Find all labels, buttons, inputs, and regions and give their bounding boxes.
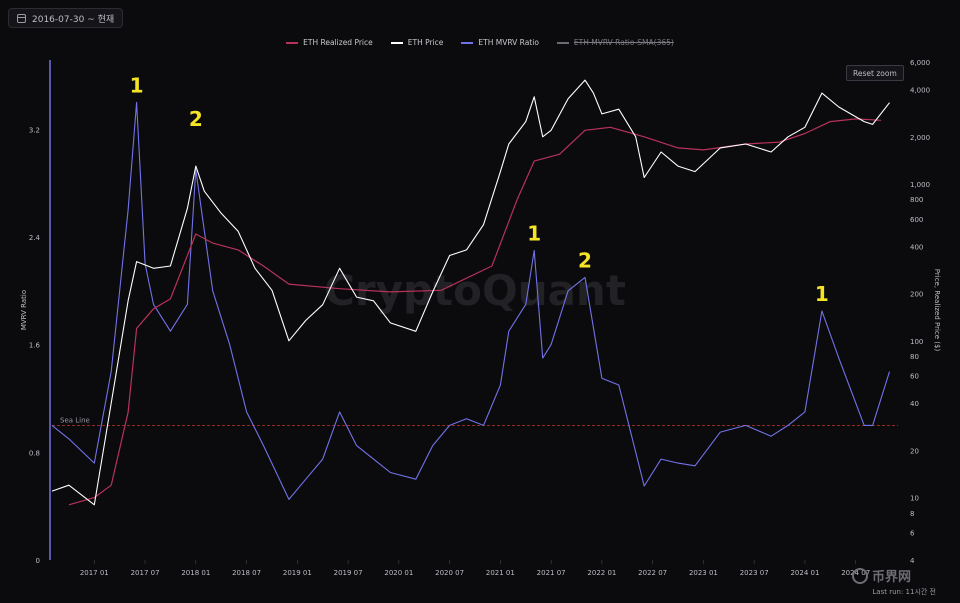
series-line-mvrv-ratio: [51, 101, 891, 500]
x-tick-label: 2018 01: [181, 569, 210, 577]
legend-label: ETH Realized Price: [303, 38, 373, 47]
y-right-tick-label: 40: [910, 400, 919, 408]
source-logo: 币界网: [852, 566, 911, 585]
x-tick-label: 2020 01: [384, 569, 413, 577]
coin-icon: [852, 567, 868, 584]
y-left-tick-label: 0: [36, 557, 40, 565]
x-tick-label: 2018 07: [232, 569, 261, 577]
series-line-eth-price: [51, 79, 890, 506]
y-right-tick-label: 20: [910, 447, 919, 455]
annotation-label: 1: [815, 282, 829, 306]
y-right-tick-label: 400: [910, 243, 923, 251]
x-tick-label: 2020 07: [435, 569, 464, 577]
annotation-label: 1: [130, 73, 144, 97]
y-right-tick-label: 100: [910, 338, 923, 346]
x-tick-label: 2021 07: [537, 569, 566, 577]
x-tick-label: 2019 07: [334, 569, 363, 577]
annotation-label: 2: [578, 248, 592, 272]
source-logo-text: 币界网: [872, 570, 912, 585]
y-right-tick-label: 60: [910, 373, 919, 381]
legend-label: ETH MVRV Ratio-SMA(365): [573, 38, 674, 47]
legend-item-mvrv-ratio[interactable]: ETH MVRV Ratio: [461, 38, 539, 47]
legend-item-realized-price[interactable]: ETH Realized Price: [286, 38, 373, 47]
y-right-axis: 4 6 8 10 20 40 60 80 100 200 400 600 800 1,000 2,000 4,…: [910, 59, 930, 565]
x-axis: 2017 01 2017 07 2018 01 2018 07 2019 01 2019 …: [80, 560, 870, 577]
x-tick-label: 2022 07: [638, 569, 667, 577]
x-tick-label: 2023 07: [740, 569, 769, 577]
legend-label: ETH Price: [407, 38, 444, 47]
annotations: 1 2 1 2 1: [130, 73, 829, 306]
sea-line-label: Sea Line: [60, 416, 90, 424]
legend-item-mvrv-sma[interactable]: ETH MVRV Ratio-SMA(365): [556, 38, 674, 47]
y-right-tick-label: 4,000: [910, 87, 930, 95]
date-range-label: 2016-07-30 ~ 현재: [32, 14, 115, 25]
y-left-tick-label: 3.2: [29, 126, 40, 134]
chart-legend: ETH Realized Price ETH Price ETH MVRV Ra…: [0, 38, 960, 47]
y-right-tick-label: 600: [910, 216, 923, 224]
y-right-tick-label: 6: [910, 529, 915, 537]
x-tick-label: 2022 01: [587, 569, 616, 577]
y-right-tick-label: 6,000: [910, 59, 930, 67]
y-left-tick-label: 1.6: [29, 342, 41, 350]
legend-label: ETH MVRV Ratio: [478, 38, 539, 47]
y-right-tick-label: 8: [910, 510, 914, 518]
annotation-label: 1: [527, 221, 541, 245]
y-right-tick-label: 80: [910, 353, 919, 361]
y-right-tick-label: 10: [910, 495, 919, 503]
y-left-tick-label: 0.8: [29, 449, 40, 457]
calendar-icon: [17, 13, 26, 23]
legend-item-eth-price[interactable]: ETH Price: [390, 38, 444, 47]
x-tick-label: 2023 01: [689, 569, 718, 577]
legend-swatch: [461, 41, 474, 44]
reset-zoom-button[interactable]: Reset zoom: [846, 65, 904, 81]
y-right-label: Price, Realized Price ($): [933, 269, 941, 352]
date-range-selector[interactable]: 2016-07-30 ~ 현재: [8, 8, 124, 28]
y-right-tick-label: 800: [910, 196, 923, 204]
y-right-tick-label: 4: [910, 557, 915, 565]
y-right-tick-label: 2,000: [910, 134, 930, 142]
series-line-realized-price: [68, 118, 882, 506]
x-tick-label: 2024 01: [790, 569, 819, 577]
y-left-axis: 0 0.8 1.6 2.4 3.2: [29, 126, 41, 565]
legend-swatch: [556, 41, 569, 44]
y-right-tick-label: 200: [910, 291, 923, 299]
last-run-text: Last run: 11시간 전: [872, 588, 936, 596]
legend-swatch: [286, 41, 299, 44]
x-tick-label: 2017 01: [80, 569, 109, 577]
series-layer: [51, 79, 891, 506]
x-tick-label: 2019 01: [283, 569, 312, 577]
legend-swatch: [390, 41, 403, 44]
annotation-label: 2: [189, 107, 203, 131]
y-right-tick-label: 1,000: [910, 181, 930, 189]
x-tick-label: 2021 01: [486, 569, 515, 577]
y-left-tick-label: 2.4: [29, 234, 41, 242]
y-left-label: MVRV Ratio: [20, 290, 28, 330]
x-tick-label: 2017 07: [131, 569, 160, 577]
